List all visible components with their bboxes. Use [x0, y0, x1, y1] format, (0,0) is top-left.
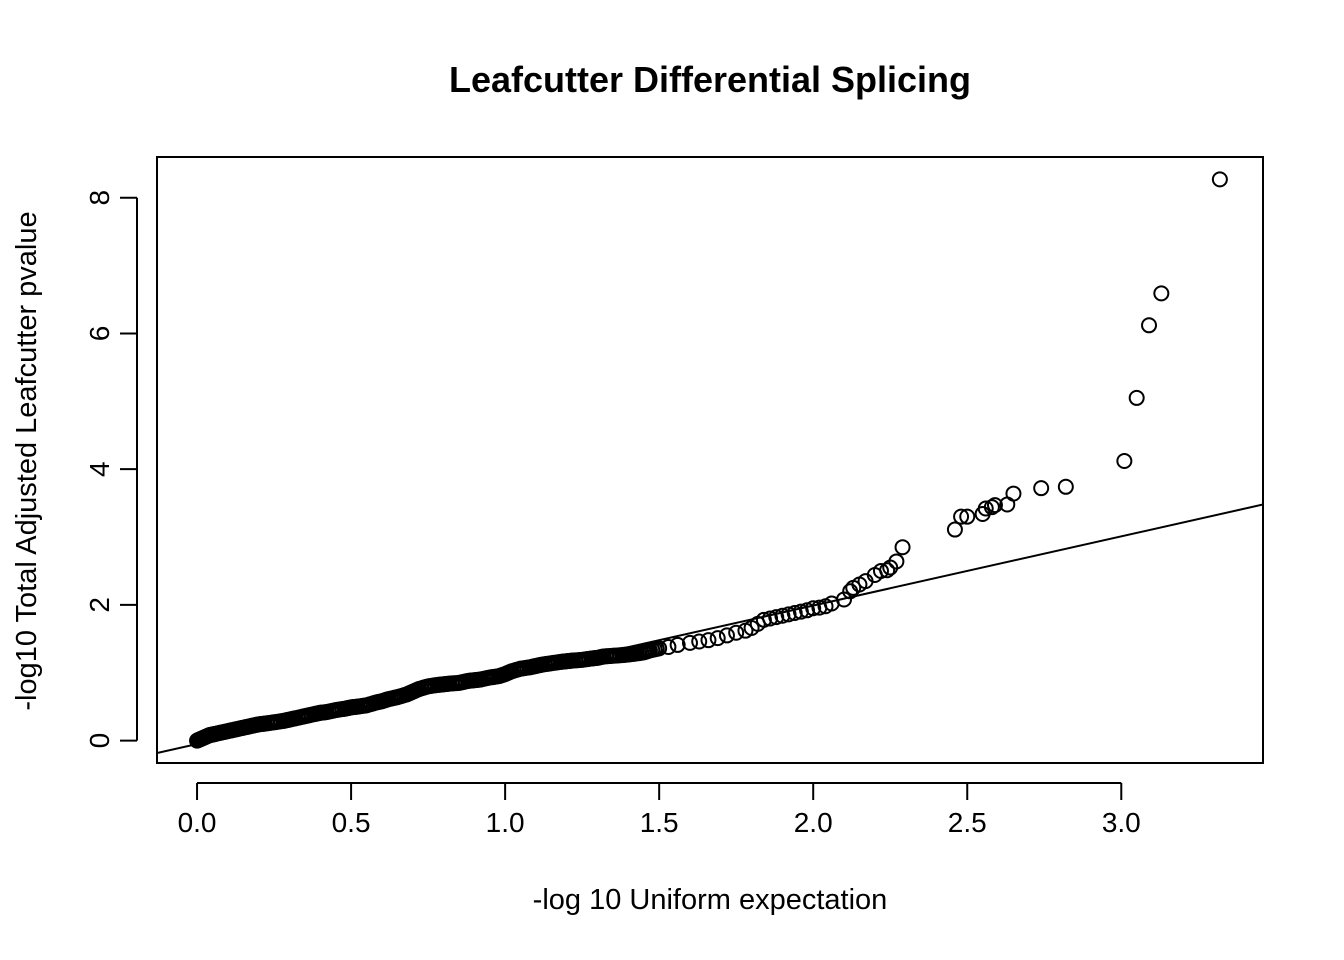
- x-tick-label: 2.0: [794, 807, 833, 838]
- data-point: [894, 539, 911, 556]
- data-point: [786, 605, 803, 622]
- data-point: [805, 600, 822, 617]
- x-tick-label: 1.0: [486, 807, 525, 838]
- y-tick-label: 6: [84, 326, 115, 342]
- x-tick-label: 0.0: [178, 807, 217, 838]
- data-point: [1211, 171, 1228, 188]
- data-point: [1153, 285, 1170, 302]
- x-axis: 0.0 0.5 1.0 1.5 2.0 2.5 3.0: [178, 782, 1141, 838]
- data-point: [669, 636, 686, 653]
- data-points: [189, 171, 1228, 749]
- y-axis-label: -log10 Total Adjusted Leafcutter pvalue: [11, 211, 43, 710]
- data-point: [986, 497, 1003, 514]
- x-tick-label: 2.5: [948, 807, 987, 838]
- data-point: [872, 562, 889, 579]
- y-axis: 0 2 4 6 8: [84, 190, 138, 749]
- data-point: [946, 521, 963, 538]
- data-point: [691, 633, 708, 650]
- data-point: [879, 562, 896, 579]
- data-point: [959, 508, 976, 525]
- chart-title: Leafcutter Differential Splicing: [449, 59, 971, 100]
- data-point: [1057, 478, 1074, 495]
- data-point: [651, 640, 668, 657]
- data-point: [1141, 317, 1158, 334]
- y-tick-label: 2: [84, 597, 115, 613]
- y-tick-label: 8: [84, 190, 115, 206]
- y-tick-label: 0: [84, 733, 115, 749]
- data-point: [768, 609, 785, 626]
- plot-frame: [156, 156, 1264, 764]
- data-point: [660, 638, 677, 655]
- data-point: [762, 610, 779, 627]
- data-point: [1116, 453, 1133, 470]
- data-point: [983, 499, 1000, 516]
- x-tick-label: 3.0: [1102, 807, 1141, 838]
- data-point: [1128, 389, 1145, 406]
- data-point: [700, 632, 717, 649]
- y-tick-label: 4: [84, 461, 115, 477]
- data-point: [1005, 485, 1022, 502]
- data-point: [718, 627, 735, 644]
- data-point: [977, 500, 994, 517]
- x-axis-label: -log 10 Uniform expectation: [533, 884, 888, 916]
- x-tick-label: 1.5: [640, 807, 679, 838]
- data-point: [888, 553, 905, 570]
- data-point: [681, 634, 698, 651]
- data-point: [728, 624, 745, 641]
- data-point: [953, 508, 970, 525]
- data-point: [1033, 480, 1050, 497]
- data-point: [774, 607, 791, 624]
- data-point: [755, 611, 772, 628]
- data-point: [709, 630, 726, 647]
- data-point: [780, 606, 797, 623]
- x-tick-label: 0.5: [332, 807, 371, 838]
